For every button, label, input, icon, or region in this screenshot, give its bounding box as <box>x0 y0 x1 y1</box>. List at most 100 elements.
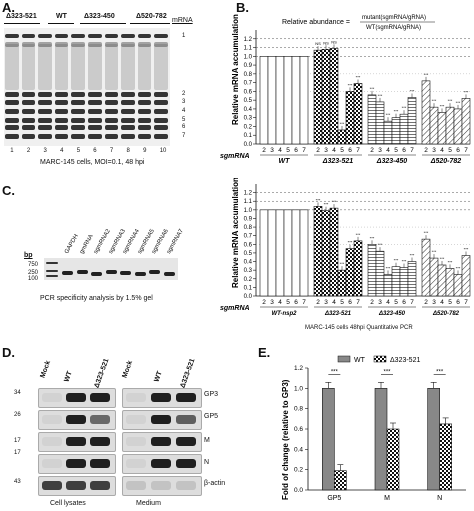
category-label: 2 <box>262 299 266 306</box>
category-label: 7 <box>410 299 414 306</box>
gel-band <box>54 100 69 105</box>
panel-b-label: B. <box>236 0 249 15</box>
significance-stars: *** <box>424 72 429 77</box>
marker-26: 26 <box>14 412 21 418</box>
category-label: 6 <box>348 147 352 154</box>
category-label: 7 <box>410 147 414 154</box>
blot-band <box>126 393 146 402</box>
col-mut-1: Δ323-521 <box>93 357 111 389</box>
gel-band <box>5 100 19 105</box>
blot-band <box>126 437 146 446</box>
category-label: 5 <box>340 299 344 306</box>
gel-band <box>54 118 69 123</box>
significance-stars: *** <box>386 265 391 270</box>
category-label: 7 <box>302 299 306 306</box>
ladder-band <box>46 262 58 264</box>
gel-band <box>121 92 135 97</box>
panel-a-caption: MARC-145 cells, MOI=0.1, 48 hpi <box>40 159 145 166</box>
lane-number: 6 <box>93 148 97 154</box>
group-label: WT-nsp2 <box>272 311 298 317</box>
gel-band <box>21 125 36 130</box>
group-line-3 <box>80 23 126 24</box>
marker-17b: 17 <box>14 450 21 456</box>
blot-band <box>66 481 86 490</box>
blot-band <box>42 415 62 424</box>
y-tick-label: 0.2 <box>244 124 253 130</box>
category-label: 5 <box>340 147 344 154</box>
bar <box>386 428 400 491</box>
gel-band <box>5 125 19 130</box>
gel-band <box>154 118 168 123</box>
bar <box>383 274 393 297</box>
significance-stars: *** <box>448 259 453 264</box>
gel-band <box>154 92 168 97</box>
blot-column-headers: Mock WT Δ323-521 Mock WT Δ323-521 <box>38 348 238 389</box>
band-label-2: 2 <box>182 91 186 97</box>
pcr-band <box>91 272 102 276</box>
y-tick-label: 0.2 <box>294 467 303 474</box>
significance-stars: *** <box>402 105 407 110</box>
y-tick-label: 0.6 <box>294 426 303 433</box>
gel-band <box>38 42 52 47</box>
y-tick-label: 0.7 <box>244 234 253 240</box>
significance-stars: *** <box>464 247 469 252</box>
group-label-wt: WT <box>56 13 67 20</box>
gel-band <box>137 109 152 114</box>
gel-band <box>71 109 85 114</box>
blot-band <box>151 437 171 446</box>
blot-band <box>90 481 110 490</box>
significance-stars: *** <box>394 109 399 114</box>
gel-band <box>71 100 85 105</box>
panel-c-label: C. <box>2 183 15 198</box>
blot-band <box>90 459 110 468</box>
gel-band <box>54 109 69 114</box>
row-actin: β-actin <box>204 480 226 487</box>
bar <box>399 113 409 145</box>
gel-band <box>88 118 102 123</box>
gel-band <box>137 34 152 38</box>
gel-band <box>54 42 69 47</box>
blot-band <box>66 415 86 424</box>
marker-34: 34 <box>14 390 21 396</box>
band-label-6: 6 <box>182 124 186 130</box>
chart-b-xprefix: sgmRNA <box>220 153 250 160</box>
bar <box>353 240 363 297</box>
significance-stars: *** <box>383 369 391 375</box>
category-label: 5 <box>448 147 452 154</box>
gel-band <box>21 42 36 47</box>
category-label: 2 <box>262 147 266 154</box>
blot-band <box>176 481 196 490</box>
blot-band <box>66 393 86 402</box>
y-tick-label: 0.3 <box>244 116 253 122</box>
bar <box>334 470 347 491</box>
significance-stars: *** <box>432 98 437 103</box>
pcr-band <box>105 270 117 274</box>
col-mut-2: Δ323-521 <box>179 357 197 389</box>
gel-smear <box>137 44 152 90</box>
gel-band <box>121 42 135 47</box>
significance-stars: *** <box>340 121 345 126</box>
significance-stars: *** <box>432 249 437 254</box>
blot-strip <box>122 476 202 496</box>
bar <box>345 91 355 145</box>
ladder-250: 250 <box>28 270 39 276</box>
pcr-lane-labels: GAPDH gmRNA sgmRNA2 sgmRNA3 sgmRNA4 sgmRNA5 sg… <box>48 188 184 258</box>
y-tick-label: 0.4 <box>294 446 303 453</box>
blot-band <box>42 481 62 490</box>
formula-lhs: Relative abundance = <box>282 19 350 26</box>
category-label: 3 <box>324 147 328 154</box>
significance-stars: *** <box>464 89 469 94</box>
pcr-lane-label: GAPDH <box>64 233 80 255</box>
row-n: N <box>204 459 210 466</box>
gel-band <box>54 34 69 38</box>
panel-a-label: A. <box>2 0 15 15</box>
blot-band <box>176 459 196 468</box>
significance-stars: *** <box>436 369 444 375</box>
y-tick-label: 1.0 <box>244 54 253 60</box>
bar <box>345 248 355 297</box>
legend-mut-swatch <box>373 355 387 363</box>
blot-caption-medium: Medium <box>136 500 161 507</box>
band-label-1: 1 <box>182 33 186 39</box>
significance-stars: *** <box>340 261 345 266</box>
gel-band <box>38 109 52 114</box>
